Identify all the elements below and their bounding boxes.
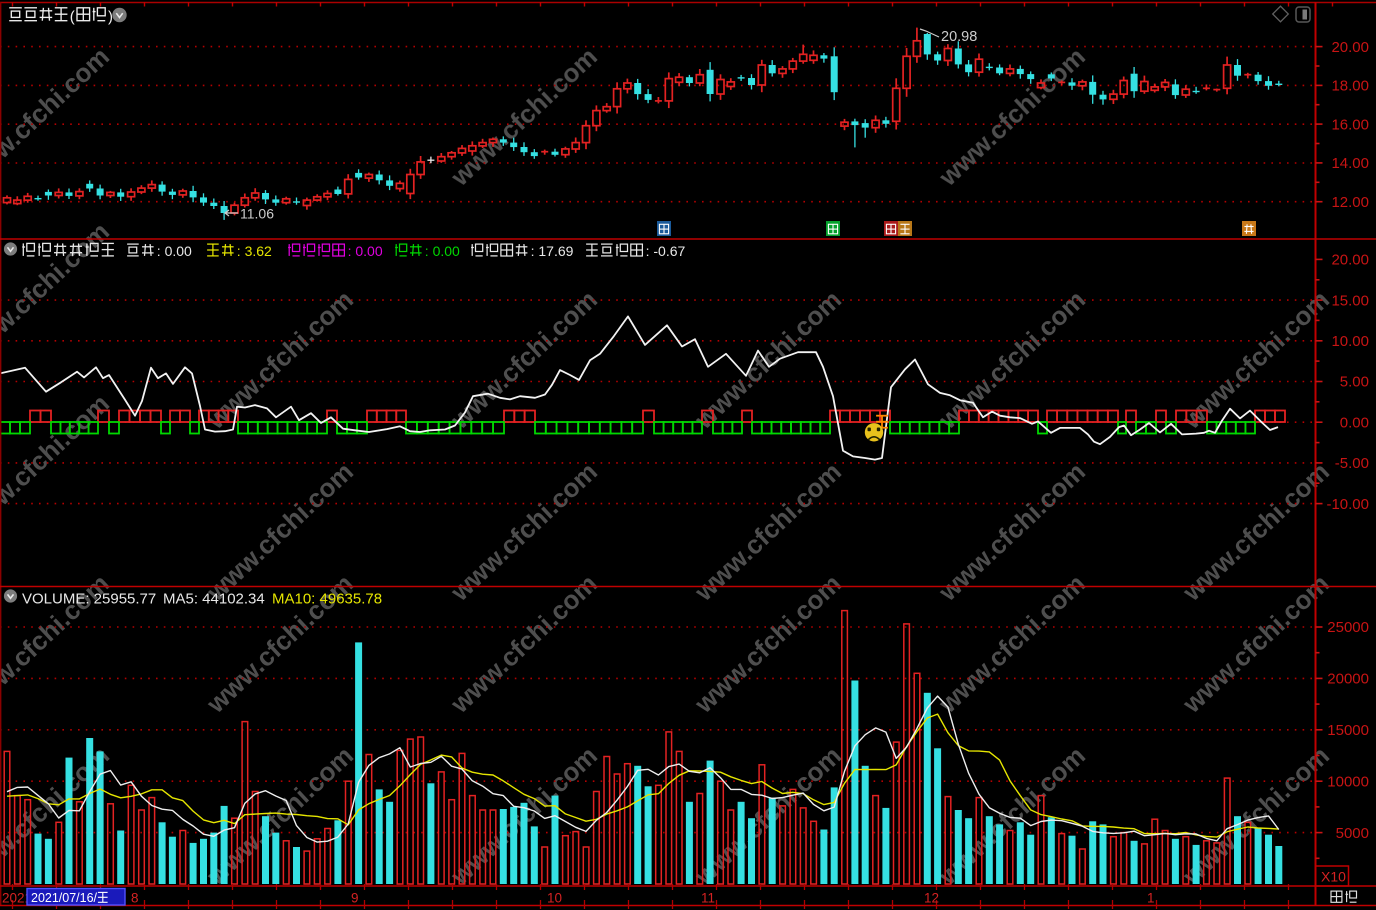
svg-text:11: 11 xyxy=(701,891,715,906)
svg-text:18.00: 18.00 xyxy=(1331,78,1369,95)
svg-text:12: 12 xyxy=(924,891,939,906)
svg-text:MA5: 44102.34: MA5: 44102.34 xyxy=(163,591,265,608)
svg-text:: -0.67: : -0.67 xyxy=(646,243,686,259)
svg-text:-5.00: -5.00 xyxy=(1335,455,1369,472)
svg-text:1: 1 xyxy=(1147,891,1155,906)
svg-text:: 3.62: : 3.62 xyxy=(237,243,272,259)
svg-text:10000: 10000 xyxy=(1327,773,1369,790)
svg-text:12.00: 12.00 xyxy=(1331,194,1369,211)
svg-text:20.00: 20.00 xyxy=(1331,39,1369,56)
svg-text:10.00: 10.00 xyxy=(1331,333,1369,350)
svg-text:20000: 20000 xyxy=(1327,671,1369,688)
svg-text:-10.00: -10.00 xyxy=(1326,496,1369,513)
svg-text:20.98: 20.98 xyxy=(941,29,977,45)
svg-text:25000: 25000 xyxy=(1327,619,1369,636)
svg-text:: 0.00: : 0.00 xyxy=(348,243,383,259)
svg-text:MA10: 49635.78: MA10: 49635.78 xyxy=(272,591,382,608)
svg-text:16.00: 16.00 xyxy=(1331,116,1369,133)
svg-text:(: ( xyxy=(70,9,75,26)
svg-text:): ) xyxy=(108,9,113,26)
svg-text:: 17.69: : 17.69 xyxy=(531,243,574,259)
svg-text:15.00: 15.00 xyxy=(1331,292,1369,309)
svg-text:2021/07/16/: 2021/07/16/ xyxy=(31,891,98,905)
svg-text:VOLUME: 25955.77: VOLUME: 25955.77 xyxy=(22,591,156,608)
svg-text:8: 8 xyxy=(131,891,139,906)
svg-text:5.00: 5.00 xyxy=(1340,374,1369,391)
svg-text:20.00: 20.00 xyxy=(1331,252,1369,269)
svg-text:: 0.00: : 0.00 xyxy=(425,243,460,259)
svg-text:0.00: 0.00 xyxy=(1340,414,1369,431)
svg-text:11.06: 11.06 xyxy=(240,206,274,222)
svg-text:14.00: 14.00 xyxy=(1331,155,1369,172)
svg-text:X10: X10 xyxy=(1321,869,1346,885)
svg-text:9: 9 xyxy=(351,891,359,906)
svg-text:5000: 5000 xyxy=(1336,825,1369,842)
svg-text:: 0.00: : 0.00 xyxy=(157,243,192,259)
svg-text:10: 10 xyxy=(547,891,562,906)
svg-text:15000: 15000 xyxy=(1327,722,1369,739)
